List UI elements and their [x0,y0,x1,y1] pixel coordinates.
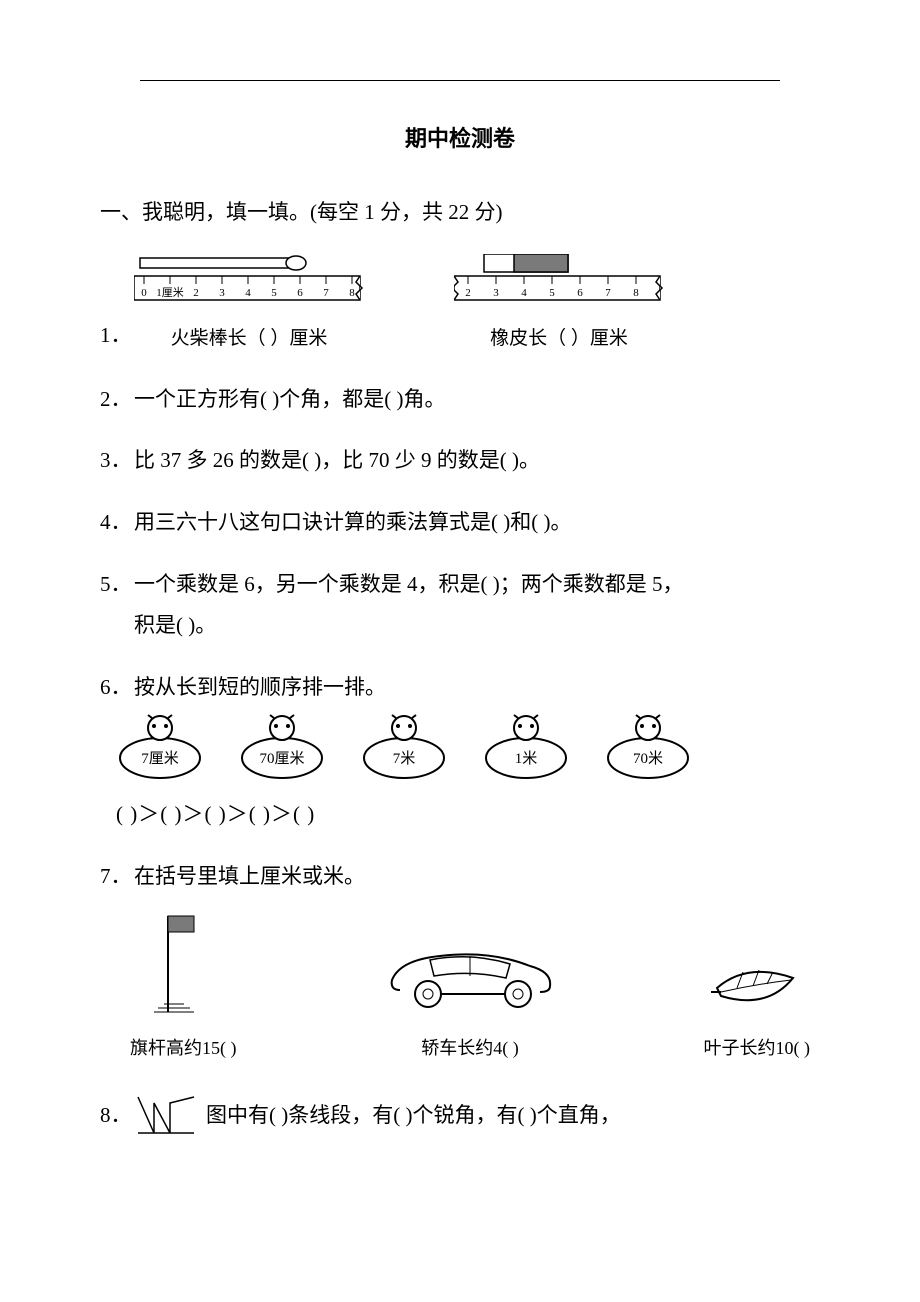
svg-text:7: 7 [323,287,329,299]
svg-text:4: 4 [521,287,527,299]
angle-figure-icon [134,1093,200,1137]
svg-text:6: 6 [577,287,583,299]
svg-text:0: 0 [141,287,147,299]
q7-items-row: 旗杆高约15( ) 轿车长约4( ) 叶子长约10( ) [130,908,810,1063]
q1-number: 1． [100,319,134,355]
q1a-caption: 火柴棒长（ ）厘米 [134,324,364,354]
q1b-caption: 橡皮长（ ）厘米 [454,324,664,354]
svg-text:4: 4 [245,287,251,299]
badge-icon: 70厘米 [238,714,326,780]
badge-icon: 7米 [360,714,448,780]
svg-text:5: 5 [271,287,277,299]
q7-car-caption: 轿车长约4( ) [380,1034,560,1063]
question-5: 5． 一个乘数是 6，另一个乘数是 4，积是( )；两个乘数都是 5， [100,568,820,602]
q8-text: 图中有( )条线段，有( )个锐角，有( )个直角， [206,1099,820,1133]
q3-number: 3． [100,444,134,478]
car-icon [380,940,560,1018]
q1-ruler-a: 0 1厘米 2 3 4 5 6 7 8 火柴棒长（ ）厘米 [134,254,364,355]
page-title: 期中检测卷 [100,121,820,156]
q2-number: 2． [100,383,134,417]
svg-text:1厘米: 1厘米 [156,286,184,299]
q6-answer-line: ( )＞( )＞( )＞( )＞( ) [116,798,820,832]
q5-number: 5． [100,568,134,602]
svg-text:7: 7 [605,287,611,299]
badge-icon: 1米 [482,714,570,780]
question-1: 1． [100,254,820,355]
leaf-icon [707,958,807,1018]
q4-number: 4． [100,506,134,540]
q6-badges-row: 7厘米 70厘米 7米 1米 70米 [116,714,820,780]
svg-text:2: 2 [465,287,471,299]
badge-icon: 7厘米 [116,714,204,780]
q6-number: 6． [100,671,134,705]
svg-text:70厘米: 70厘米 [259,750,304,767]
svg-text:8: 8 [349,287,355,299]
q1-ruler-b: 2 3 4 5 6 7 8 橡皮长（ ）厘米 [454,254,664,355]
svg-text:5: 5 [549,287,555,299]
svg-text:1米: 1米 [515,750,538,767]
question-4: 4． 用三六十八这句口诀计算的乘法算式是( )和( )。 [100,506,820,540]
eraser-ruler-icon: 2 3 4 5 6 7 8 [454,254,664,310]
q7-text: 在括号里填上厘米或米。 [134,860,820,894]
question-6: 6． 按从长到短的顺序排一排。 [100,671,820,705]
badge-icon: 70米 [604,714,692,780]
q5-text-a: 一个乘数是 6，另一个乘数是 4，积是( )；两个乘数都是 5， [134,568,820,602]
question-3: 3． 比 37 多 26 的数是( )，比 70 少 9 的数是( )。 [100,444,820,478]
q7-item-car: 轿车长约4( ) [380,940,560,1063]
question-7: 7． 在括号里填上厘米或米。 [100,860,820,894]
q7-number: 7． [100,860,134,894]
svg-text:3: 3 [219,287,225,299]
q3-text: 比 37 多 26 的数是( )，比 70 少 9 的数是( )。 [134,444,820,478]
svg-text:70米: 70米 [633,750,663,767]
q7-item-flag: 旗杆高约15( ) [130,908,237,1063]
q5-text-b: 积是( )。 [100,609,820,643]
svg-text:7厘米: 7厘米 [141,750,179,767]
q8-number: 8． [100,1099,134,1133]
svg-text:7米: 7米 [393,750,416,767]
q2-text: 一个正方形有( )个角，都是( )角。 [134,383,820,417]
svg-text:3: 3 [493,287,499,299]
section-heading: 一、我聪明，填一填。(每空 1 分，共 22 分) [100,196,820,230]
q4-text: 用三六十八这句口诀计算的乘法算式是( )和( )。 [134,506,820,540]
question-2: 2． 一个正方形有( )个角，都是( )角。 [100,383,820,417]
matchstick-ruler-icon: 0 1厘米 2 3 4 5 6 7 8 [134,254,364,310]
q6-text: 按从长到短的顺序排一排。 [134,671,820,705]
flagpole-icon [148,908,218,1018]
svg-text:2: 2 [193,287,199,299]
q7-item-leaf: 叶子长约10( ) [704,958,811,1063]
svg-text:6: 6 [297,287,303,299]
q7-flag-caption: 旗杆高约15( ) [130,1034,237,1063]
svg-text:8: 8 [633,287,639,299]
header-rule [140,80,780,81]
question-8: 8． 图中有( )条线段，有( )个锐角，有( )个直角， [100,1093,820,1133]
q7-leaf-caption: 叶子长约10( ) [704,1034,811,1063]
